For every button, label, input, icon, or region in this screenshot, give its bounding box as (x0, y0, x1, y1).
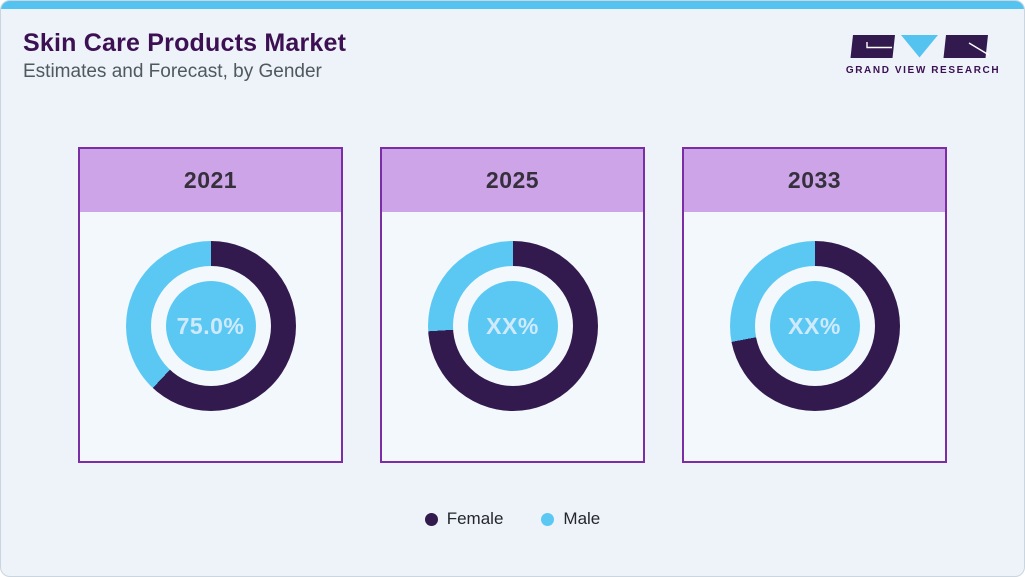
gvr-logo-icon (850, 35, 990, 58)
grand-view-research-logo: GRAND VIEW RESEARCH (845, 35, 1001, 76)
donut-center-badge: 75.0% (165, 281, 256, 371)
legend-item-male: Male (541, 509, 600, 529)
card-year-label: 2033 (787, 167, 842, 193)
donut-hole: XX% (452, 266, 573, 386)
year-donut-card: 2033 XX% (682, 147, 947, 463)
year-donut-card: 2021 75.0% (78, 147, 343, 463)
donut-center-badge: XX% (467, 281, 558, 371)
legend-label: Female (446, 509, 504, 528)
logo-wordmark: GRAND VIEW RESEARCH (845, 65, 1001, 76)
male-legend-dot-icon (541, 512, 555, 526)
page-subtitle: Estimates and Forecast, by Gender (23, 60, 322, 82)
page-title: Skin Care Products Market (23, 29, 347, 57)
card-year-header: 2033 (684, 149, 945, 212)
donut-chart: XX% (427, 241, 598, 411)
female-legend-dot-icon (424, 512, 438, 526)
title-block: Skin Care Products Market Estimates and … (23, 29, 346, 83)
legend-label: Male (563, 509, 601, 528)
card-year-label: 2021 (183, 167, 238, 193)
donut-center-label: 75.0% (176, 312, 245, 339)
card-year-header: 2025 (382, 149, 643, 212)
donut-center-label: XX% (788, 312, 841, 339)
donut-hole: 75.0% (150, 266, 271, 386)
donut-hole: XX% (754, 266, 875, 386)
donut-chart: XX% (729, 241, 900, 411)
card-year-header: 2021 (80, 149, 341, 212)
header: Skin Care Products Market Estimates and … (1, 9, 1024, 83)
top-accent-bar (1, 1, 1024, 9)
year-donut-card: 2025 XX% (380, 147, 645, 463)
donut-card-row: 2021 75.0% 2025 XX% 2033 (1, 147, 1024, 463)
legend-item-female: Female (424, 509, 504, 529)
legend: Female Male (1, 509, 1024, 529)
card-year-label: 2025 (485, 167, 540, 193)
donut-center-label: XX% (486, 312, 539, 339)
donut-center-badge: XX% (769, 281, 860, 371)
donut-chart: 75.0% (125, 241, 296, 411)
